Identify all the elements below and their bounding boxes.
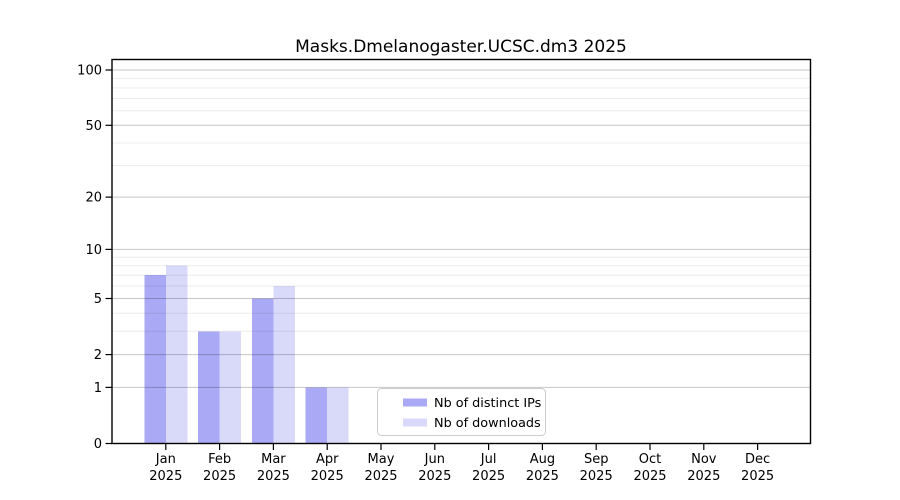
bars	[144, 265, 349, 444]
bar-feb-series1	[219, 331, 242, 444]
x-tick-label-month: Jun	[424, 452, 445, 467]
x-tick-label-year: 2025	[580, 469, 613, 484]
y-tick-label: 1	[94, 381, 102, 396]
bar-mar-series1	[273, 286, 295, 444]
y-tick-label: 5	[94, 292, 102, 307]
legend-label-distinct-ips: Nb of distinct IPs	[434, 396, 542, 411]
x-tick-label-month: May	[368, 452, 395, 467]
y-tick-label: 50	[85, 119, 102, 134]
x-tick-label-month: Aug	[530, 452, 555, 467]
x-tick-label-year: 2025	[149, 469, 182, 484]
bar-jan-series1	[165, 265, 188, 444]
x-tick-label-year: 2025	[741, 469, 774, 484]
x-tick-label-year: 2025	[418, 469, 451, 484]
y-tick-label: 10	[85, 243, 102, 258]
gridlines	[112, 69, 811, 388]
x-tick-label-year: 2025	[472, 469, 505, 484]
x-tick-label-month: Sep	[584, 452, 609, 467]
legend-swatch-downloads	[403, 418, 427, 427]
bar-jan-series0	[144, 275, 166, 444]
x-tick-label-month: Apr	[316, 452, 339, 467]
x-tick-label-year: 2025	[687, 469, 720, 484]
bar-apr-series1	[327, 387, 349, 444]
x-tick-label-month: Feb	[208, 452, 231, 467]
x-tick-label-year: 2025	[633, 469, 666, 484]
legend-label-downloads: Nb of downloads	[434, 416, 541, 431]
x-tick-label-year: 2025	[203, 469, 236, 484]
y-tick-label: 20	[85, 191, 102, 206]
x-tick-label-year: 2025	[364, 469, 397, 484]
y-tick-label: 100	[77, 64, 102, 79]
chart-title: Masks.Dmelanogaster.UCSC.dm3 2025	[295, 37, 627, 57]
axes: 0 1 2 5 10 20 50 100 Jan 2025 Feb 2025 Mar 2025 Apr 202…	[77, 64, 774, 484]
x-tick-label-month: Nov	[691, 452, 717, 467]
x-tick-label-month: Jul	[480, 452, 497, 467]
y-tick-label: 2	[94, 348, 102, 363]
legend-swatch-distinct-ips	[403, 398, 427, 407]
bar-feb-series0	[198, 331, 220, 444]
x-tick-label-year: 2025	[257, 469, 290, 484]
x-tick-label-month: Oct	[639, 452, 661, 467]
plot-border	[111, 58, 812, 445]
bar-apr-series0	[305, 387, 328, 444]
x-tick-label-month: Dec	[745, 452, 770, 467]
x-tick-label-month: Jan	[155, 452, 176, 467]
x-tick-label-month: Mar	[261, 452, 286, 467]
x-tick-label-year: 2025	[311, 469, 344, 484]
legend: Nb of distinct IPs Nb of downloads	[377, 388, 546, 436]
bar-mar-series0	[251, 298, 274, 444]
y-tick-label: 0	[94, 437, 102, 452]
x-tick-label-year: 2025	[526, 469, 559, 484]
